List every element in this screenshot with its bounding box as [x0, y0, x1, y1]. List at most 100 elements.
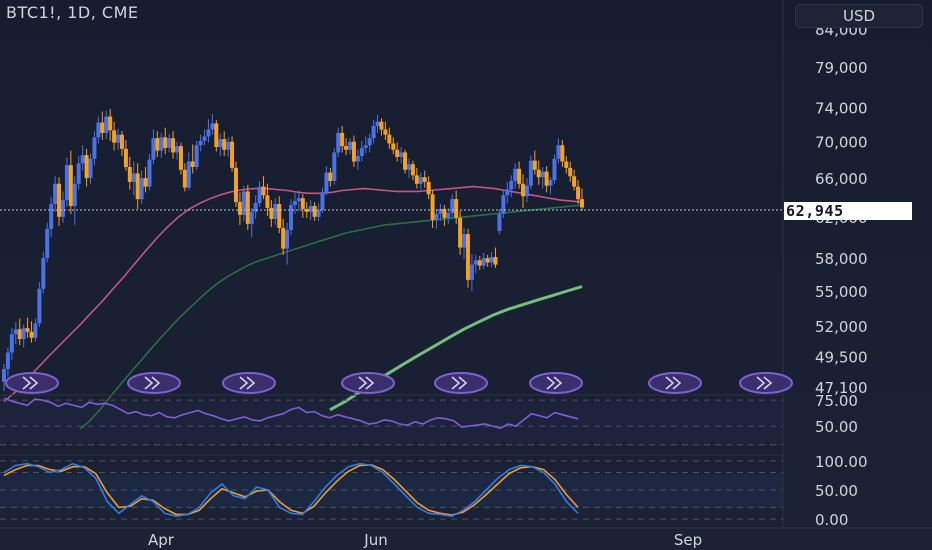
candle [17, 318, 22, 346]
candle [344, 138, 349, 156]
price-tick-label: 66,000 [815, 170, 868, 188]
candle [131, 161, 136, 196]
candle [241, 185, 246, 221]
candle-body [265, 195, 270, 208]
fast-forward-icon[interactable] [5, 372, 59, 394]
candle-body [473, 260, 478, 265]
candle [481, 252, 486, 269]
candle-body [340, 132, 345, 147]
fast-forward-icon[interactable] [739, 372, 793, 394]
candle-body [509, 180, 514, 190]
rsi-panel [0, 394, 783, 446]
rsi-tick-label: 75.00 [815, 392, 858, 410]
candle-body [564, 161, 569, 168]
candle-body [100, 122, 105, 133]
candle [143, 166, 148, 193]
fast-forward-icon[interactable] [222, 372, 276, 394]
candle-body [426, 181, 431, 195]
stoch-k-line [3, 462, 579, 518]
price-axis[interactable]: 84,00079,00074,00070,00066,00062,00058,0… [815, 21, 868, 397]
candle [245, 184, 250, 230]
candle-body [399, 152, 404, 157]
candle [108, 108, 113, 141]
candle [190, 144, 195, 174]
candle-body [391, 143, 396, 150]
event-icons[interactable] [5, 372, 793, 394]
candle-body [253, 203, 258, 212]
candle [379, 118, 384, 136]
candle-body [108, 116, 113, 131]
event-icon-ring [434, 372, 488, 394]
candle-body [151, 138, 156, 160]
candlesticks [2, 108, 584, 392]
event-icon-arrows [665, 376, 682, 390]
candle-body [462, 234, 467, 248]
candle [473, 254, 478, 274]
fast-forward-icon[interactable] [648, 372, 702, 394]
candle-body [285, 229, 290, 249]
candle [25, 317, 30, 338]
candle [127, 156, 132, 190]
candle-body [568, 167, 573, 177]
candle-body [214, 123, 219, 148]
candle [489, 251, 494, 267]
candle-body [292, 201, 297, 205]
candle [257, 180, 262, 207]
candle-body [328, 172, 333, 181]
candle [198, 134, 203, 152]
time-axis-label: Sep [674, 531, 702, 549]
candle [92, 131, 97, 166]
fast-forward-icon[interactable] [127, 372, 181, 394]
candle [186, 152, 191, 191]
candle [214, 119, 219, 152]
candle [434, 208, 439, 229]
candle [469, 253, 474, 292]
candle-body [505, 189, 510, 196]
candle [37, 282, 42, 327]
candle [33, 318, 38, 342]
candle-body [367, 138, 372, 146]
event-icon-ring [5, 372, 59, 394]
candle-body [76, 163, 81, 184]
candle-body [524, 185, 529, 197]
candle-body [60, 200, 65, 217]
symbol-title[interactable]: BTC1!, 1D, CME [6, 3, 139, 22]
candle-body [572, 176, 577, 187]
candle [84, 148, 89, 187]
candle-body [477, 260, 482, 266]
candle-body [406, 164, 411, 170]
candle-body [92, 137, 97, 159]
candle-body [312, 205, 317, 217]
price-tick-label: 58,000 [815, 250, 868, 268]
candle [332, 147, 337, 185]
candle [64, 157, 69, 207]
fast-forward-icon[interactable] [434, 372, 488, 394]
event-icon-arrows [22, 376, 39, 390]
candle [300, 194, 305, 218]
candle-body [434, 213, 439, 220]
price-tick-label: 52,000 [815, 318, 868, 336]
candle [304, 202, 309, 218]
event-icon-ring [648, 372, 702, 394]
candle-body [37, 288, 42, 324]
candle-body [422, 177, 427, 182]
time-axis[interactable]: Apr Jun Sep [0, 527, 932, 549]
candle [336, 127, 341, 157]
candle [485, 254, 490, 267]
moving-average-line [79, 204, 583, 430]
stoch-tick-label: 0.00 [815, 511, 848, 529]
event-icon-ring [341, 372, 395, 394]
candle-body [88, 158, 93, 179]
candle [387, 127, 392, 149]
candle [580, 188, 584, 211]
event-icon-arrows [239, 376, 256, 390]
candle [159, 132, 164, 158]
candle [116, 128, 121, 150]
candle [100, 111, 105, 140]
fast-forward-icon[interactable] [529, 372, 583, 394]
candle-body [414, 175, 419, 184]
currency-button[interactable]: USD [795, 4, 923, 28]
fast-forward-icon[interactable] [341, 372, 395, 394]
rsi-axis: 75.00 50.00 [815, 392, 858, 436]
